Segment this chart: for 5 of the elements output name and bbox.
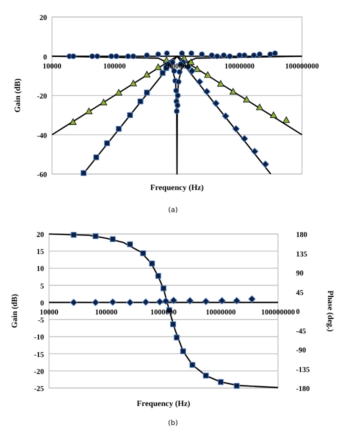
- x-axis-title: Frequency (Hz): [150, 183, 204, 192]
- x-axis-title: Frequency (Hz): [136, 399, 191, 408]
- y2-axis-title: Phase (deg.): [326, 290, 335, 332]
- y-axis-title: Gain (dB): [13, 78, 22, 113]
- y-axis-title: Gain (dB): [10, 294, 19, 328]
